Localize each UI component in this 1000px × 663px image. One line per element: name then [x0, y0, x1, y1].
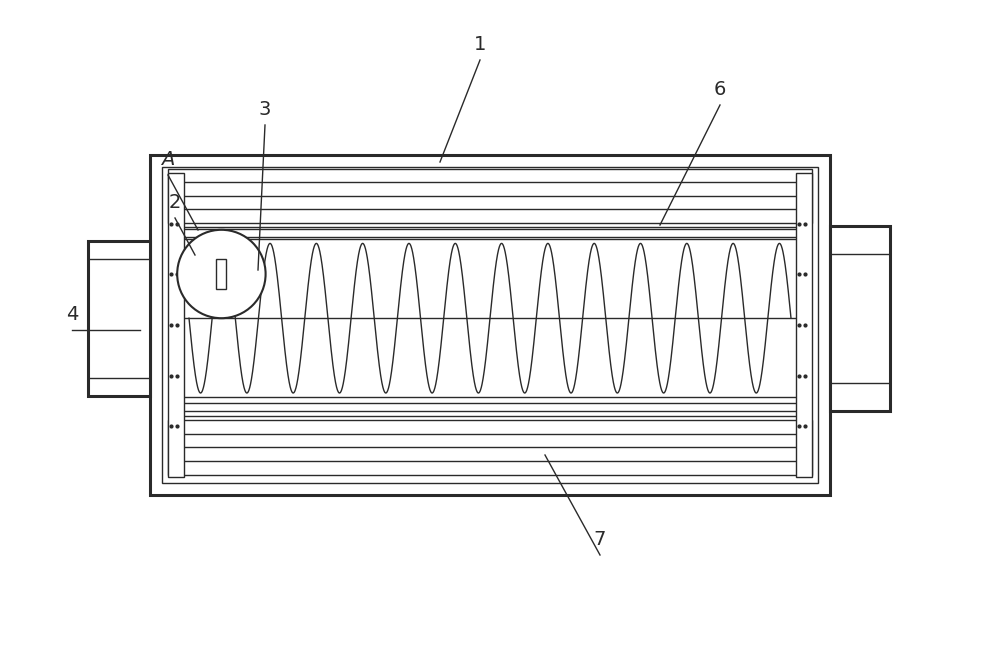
- Text: 7: 7: [594, 530, 606, 549]
- Text: 1: 1: [474, 35, 486, 54]
- Bar: [168, 420, 812, 475]
- Text: 2: 2: [169, 193, 181, 212]
- Text: 4: 4: [66, 305, 78, 324]
- Text: 6: 6: [714, 80, 726, 99]
- Circle shape: [177, 230, 266, 318]
- Bar: [150, 155, 830, 495]
- Bar: [216, 259, 226, 289]
- Text: 3: 3: [259, 100, 271, 119]
- Bar: [830, 225, 890, 410]
- Text: A: A: [161, 150, 175, 169]
- Bar: [796, 173, 812, 477]
- Bar: [168, 168, 812, 223]
- Bar: [162, 167, 818, 483]
- Bar: [168, 173, 184, 477]
- Bar: [88, 241, 150, 396]
